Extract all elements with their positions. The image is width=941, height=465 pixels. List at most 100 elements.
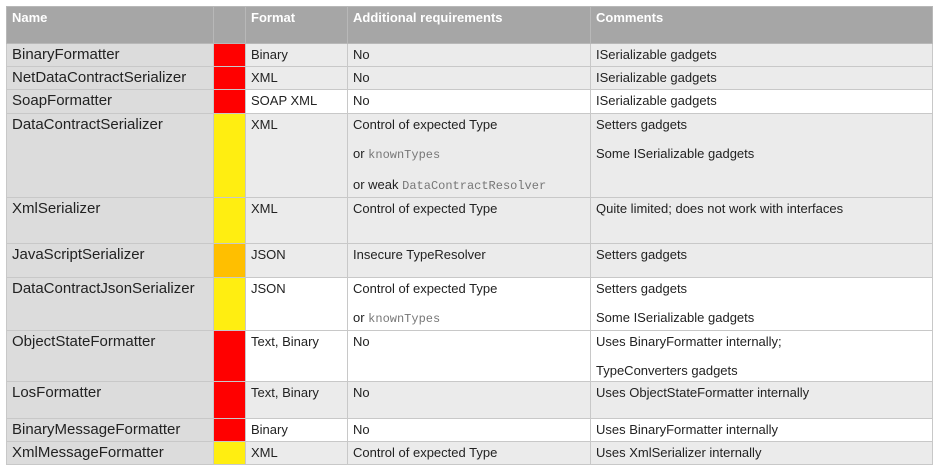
type-name: knownTypes: [368, 148, 441, 162]
comment-line: Uses BinaryFormatter internally: [596, 422, 779, 437]
comments-cell: ISerializable gadgets: [590, 66, 933, 90]
comments-cell: Setters gadgets: [590, 243, 933, 278]
format-cell: Binary: [245, 418, 348, 442]
format-cell: XML: [245, 113, 348, 198]
format-cell: Text, Binary: [245, 330, 348, 382]
requirement-text: No: [353, 385, 370, 400]
requirements-cell: Control of expected Type or knownTypes: [347, 277, 591, 331]
requirement-text: Control of expected Type: [353, 445, 498, 460]
table-row: XmlSerializer XML Control of expected Ty…: [6, 197, 933, 244]
requirement-line: No: [353, 70, 585, 85]
requirements-cell: No: [347, 381, 591, 419]
serializer-name: JavaScriptSerializer: [6, 243, 214, 278]
type-name: DataContractResolver: [402, 179, 547, 193]
risk-color-swatch: [213, 243, 246, 278]
serializer-name: ObjectStateFormatter: [6, 330, 214, 382]
serializer-name: DataContractSerializer: [6, 113, 214, 198]
format-cell: Text, Binary: [245, 381, 348, 419]
requirement-text: No: [353, 93, 370, 108]
requirements-cell: No: [347, 43, 591, 67]
serializer-name: XmlMessageFormatter: [6, 441, 214, 465]
serializer-name: BinaryMessageFormatter: [6, 418, 214, 442]
format-cell: XML: [245, 441, 348, 465]
requirement-line: No: [353, 334, 585, 349]
comment-line: Setters gadgets: [596, 281, 688, 296]
risk-color-swatch: [213, 277, 246, 331]
table-row: BinaryFormatter Binary No ISerializable …: [6, 43, 933, 67]
comments-cell: Uses BinaryFormatter internally; TypeConv…: [590, 330, 933, 382]
serializer-name: DataContractJsonSerializer: [6, 277, 214, 331]
serializer-table: Name Format Additional requirements Comm…: [6, 6, 933, 465]
comments-cell: Setters gadgets Some ISerializable gadget…: [590, 277, 933, 331]
requirement-line: Insecure TypeResolver: [353, 247, 585, 262]
requirement-line: No: [353, 422, 585, 437]
table-row: XmlMessageFormatter XML Control of expec…: [6, 441, 933, 465]
risk-color-swatch: [213, 330, 246, 382]
requirement-text: No: [353, 334, 370, 349]
risk-color-swatch: [213, 43, 246, 67]
requirement-line: No: [353, 93, 585, 108]
table-row: BinaryMessageFormatter Binary No Uses Bi…: [6, 418, 933, 442]
header-requirements: Additional requirements: [347, 6, 591, 44]
requirement-text: or: [353, 310, 369, 325]
table-row: DataContractJsonSerializer JSON Control …: [6, 277, 933, 331]
requirement-text: No: [353, 422, 370, 437]
comment-line: ISerializable gadgets: [596, 47, 717, 62]
format-cell: Binary: [245, 43, 348, 67]
serializer-name: NetDataContractSerializer: [6, 66, 214, 90]
requirement-line: No: [353, 385, 585, 400]
comment-line: Quite limited; does not work with interf…: [596, 201, 844, 216]
comment-line: ISerializable gadgets: [596, 70, 717, 85]
header-format: Format: [245, 6, 348, 44]
serializer-name: SoapFormatter: [6, 89, 214, 114]
comments-cell: ISerializable gadgets: [590, 89, 933, 114]
risk-color-swatch: [213, 441, 246, 465]
requirements-cell: Control of expected Type: [347, 197, 591, 244]
comments-cell: Quite limited; does not work with interf…: [590, 197, 933, 244]
comments-cell: Setters gadgets Some ISerializable gadget…: [590, 113, 933, 198]
comment-line: ISerializable gadgets: [596, 93, 717, 108]
format-cell: XML: [245, 66, 348, 90]
table-row: SoapFormatter SOAP XML No ISerializable …: [6, 89, 933, 114]
risk-color-swatch: [213, 418, 246, 442]
table-row: LosFormatter Text, Binary No Uses Object…: [6, 381, 933, 419]
serializer-name: XmlSerializer: [6, 197, 214, 244]
format-cell: XML: [245, 197, 348, 244]
header-comments: Comments: [590, 6, 933, 44]
comment-line: Some ISerializable gadgets: [596, 146, 755, 161]
serializer-name: LosFormatter: [6, 381, 214, 419]
requirement-text: or: [353, 146, 369, 161]
risk-color-swatch: [213, 89, 246, 114]
table-row: JavaScriptSerializer JSON Insecure TypeR…: [6, 243, 933, 278]
requirements-cell: No: [347, 66, 591, 90]
requirements-cell: No: [347, 89, 591, 114]
comments-cell: ISerializable gadgets: [590, 43, 933, 67]
comment-line: TypeConverters gadgets: [596, 363, 738, 378]
requirements-cell: Control of expected Type: [347, 441, 591, 465]
risk-color-swatch: [213, 381, 246, 419]
requirement-line: Control of expected Type: [353, 281, 585, 296]
comment-line: Uses ObjectStateFormatter internally: [596, 385, 810, 400]
risk-color-swatch: [213, 197, 246, 244]
comment-line: Uses XmlSerializer internally: [596, 445, 762, 460]
requirements-cell: No: [347, 418, 591, 442]
type-name: knownTypes: [368, 312, 441, 326]
serializer-name: BinaryFormatter: [6, 43, 214, 67]
format-cell: SOAP XML: [245, 89, 348, 114]
requirement-line: Control of expected Type: [353, 201, 585, 216]
requirement-text: No: [353, 47, 370, 62]
format-cell: JSON: [245, 243, 348, 278]
comment-line: Setters gadgets: [596, 117, 688, 132]
requirement-line: or knownTypes: [353, 146, 585, 163]
comment-line: Setters gadgets: [596, 247, 688, 262]
header-risk: [213, 6, 246, 44]
comment-line: Uses BinaryFormatter internally;: [596, 334, 782, 349]
comment-line: Some ISerializable gadgets: [596, 310, 755, 325]
requirements-cell: Insecure TypeResolver: [347, 243, 591, 278]
requirement-line: or knownTypes: [353, 310, 585, 327]
requirement-text: Control of expected Type: [353, 201, 498, 216]
comments-cell: Uses BinaryFormatter internally: [590, 418, 933, 442]
format-cell: JSON: [245, 277, 348, 331]
header-row: Name Format Additional requirements Comm…: [6, 6, 933, 44]
requirements-cell: Control of expected Type or knownTypes or …: [347, 113, 591, 198]
